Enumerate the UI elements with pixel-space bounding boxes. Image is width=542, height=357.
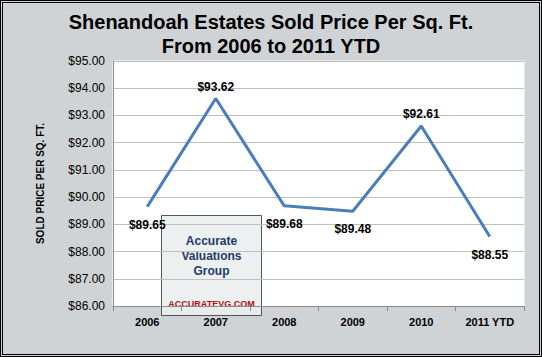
svg-text:2010: 2010 — [409, 316, 433, 328]
svg-text:2009: 2009 — [341, 316, 365, 328]
svg-text:From 2006 to 2011 YTD: From 2006 to 2011 YTD — [162, 35, 381, 57]
svg-text:Accurate: Accurate — [186, 234, 238, 248]
svg-text:$89.48: $89.48 — [334, 222, 371, 236]
svg-text:$86.00: $86.00 — [68, 299, 105, 313]
svg-text:Valuations: Valuations — [181, 249, 241, 263]
svg-text:$89.65: $89.65 — [129, 218, 166, 232]
svg-text:2006: 2006 — [135, 316, 159, 328]
svg-text:2008: 2008 — [272, 316, 296, 328]
svg-text:2007: 2007 — [204, 316, 228, 328]
svg-text:$87.00: $87.00 — [68, 272, 105, 286]
svg-text:$91.00: $91.00 — [68, 163, 105, 177]
svg-text:$95.00: $95.00 — [68, 54, 105, 68]
svg-text:$88.00: $88.00 — [68, 245, 105, 259]
svg-text:$93.62: $93.62 — [197, 80, 234, 94]
svg-text:$90.00: $90.00 — [68, 190, 105, 204]
svg-text:2011 YTD: 2011 YTD — [465, 316, 514, 328]
svg-text:$89.68: $89.68 — [266, 217, 303, 231]
svg-text:Group: Group — [194, 264, 230, 278]
svg-text:$89.00: $89.00 — [68, 217, 105, 231]
svg-text:$92.00: $92.00 — [68, 136, 105, 150]
svg-text:Shenandoah Estates Sold Price: Shenandoah Estates Sold Price Per Sq. Ft… — [69, 11, 474, 33]
svg-text:$92.61: $92.61 — [403, 107, 440, 121]
svg-text:$88.55: $88.55 — [471, 248, 508, 262]
svg-text:SOLD PRICE PER SQ. FT.: SOLD PRICE PER SQ. FT. — [35, 123, 46, 244]
svg-text:$93.00: $93.00 — [68, 108, 105, 122]
svg-text:$94.00: $94.00 — [68, 81, 105, 95]
svg-text:ACCURATEVG.COM: ACCURATEVG.COM — [168, 298, 255, 309]
